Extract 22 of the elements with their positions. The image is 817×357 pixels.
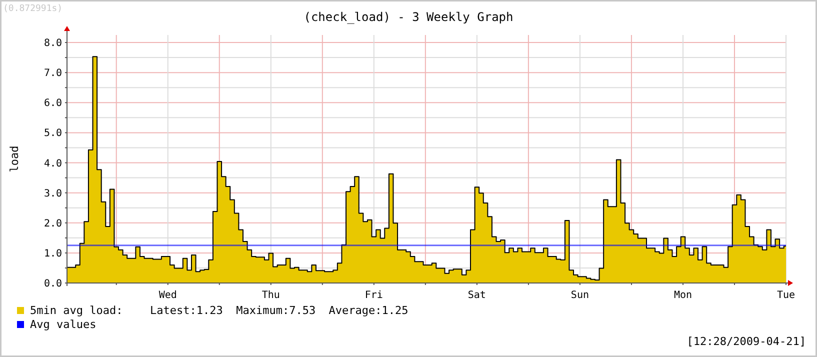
legend-label: 5min avg load: — [30, 304, 123, 317]
text: Latest:1.23 Maximum:7.53 Average:1.25 — [150, 304, 408, 317]
y-tick-label: 7.0 — [44, 68, 62, 80]
x-tick-label: Wed — [158, 290, 177, 301]
x-tick-label: Sat — [468, 290, 486, 301]
y-tick-label: 4.0 — [44, 158, 62, 170]
chart-title: (check_load) - 3 Weekly Graph — [304, 10, 514, 24]
y-tick-label: 2.0 — [44, 218, 62, 230]
x-tick-label: Sun — [570, 290, 589, 301]
text: [12:28/2009-04-21] — [686, 335, 806, 348]
x-tick-label: Thu — [262, 290, 280, 301]
x-tick-label: Fri — [364, 290, 383, 301]
x-tick-label: Mon — [674, 290, 692, 301]
y-tick-label: 3.0 — [44, 188, 62, 200]
y-tick-label: 5.0 — [44, 128, 62, 140]
y-tick-label: 1.0 — [44, 248, 62, 260]
x-tick-label: Tue — [776, 290, 796, 301]
y-tick-label: 8.0 — [44, 38, 62, 50]
y-tick-label: 0.0 — [44, 278, 62, 290]
y-tick-label: 6.0 — [44, 98, 62, 110]
legend-label: Avg values — [30, 318, 96, 331]
y-axis-title: load — [8, 146, 21, 172]
